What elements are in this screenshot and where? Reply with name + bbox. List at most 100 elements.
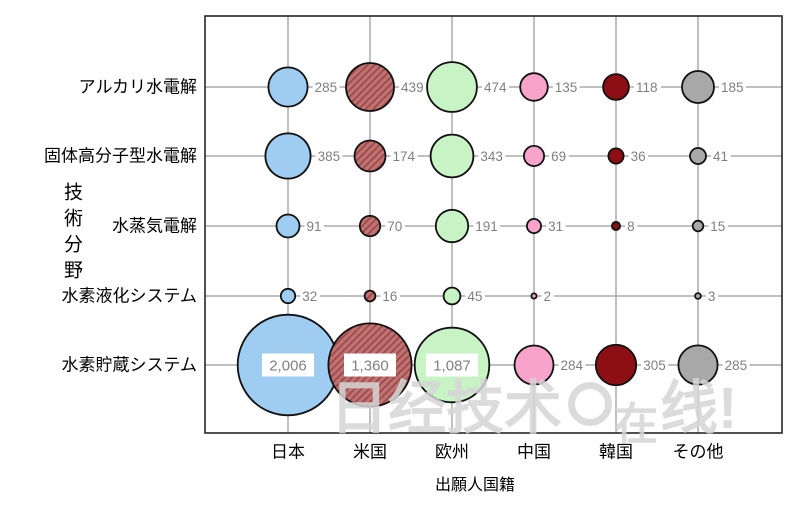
- value-label-r4-c1: 1,360: [351, 358, 389, 375]
- col-label-4: 韓国: [599, 443, 633, 462]
- value-box-r2-c0: [304, 218, 325, 234]
- value-box-r0-c4: [633, 79, 661, 95]
- bubble-r0-c0: [267, 66, 309, 108]
- value-box-r1-c2: [478, 148, 506, 164]
- value-label-r3-c3: 2: [544, 289, 552, 304]
- col-label-5: その他: [673, 443, 724, 462]
- bubble-r3-c2: [442, 286, 462, 306]
- col-label-2: 欧州: [435, 443, 469, 462]
- value-box-r4-c3: [558, 357, 586, 373]
- value-box-r0-c5: [718, 79, 746, 95]
- value-label-r4-c5: 285: [725, 358, 748, 373]
- col-label-3: 中国: [517, 443, 551, 462]
- value-label-r0-c4: 118: [636, 80, 658, 95]
- bubble-r1-c4: [607, 147, 625, 165]
- bubble-r3-c3: [530, 292, 538, 300]
- value-box-r3-c5: [705, 288, 719, 304]
- value-box-r1-c0: [315, 148, 343, 164]
- value-label-r2-c3: 31: [548, 219, 563, 234]
- value-label-r1-c1: 174: [393, 149, 416, 164]
- plot-border: [204, 15, 783, 434]
- col-label-1: 米国: [353, 443, 387, 462]
- value-box-r1-c1: [390, 148, 418, 164]
- row-label-0: アルカリ水電解: [79, 78, 197, 97]
- value-label-r0-c2: 474: [484, 80, 507, 95]
- value-label-r0-c5: 185: [721, 80, 744, 95]
- value-box-r3-c1: [380, 288, 400, 304]
- value-label-r3-c0: 32: [302, 289, 317, 304]
- value-box-r0-c3: [552, 79, 580, 95]
- bubble-r0-c5: [681, 70, 715, 104]
- value-box-r0-c0: [312, 79, 340, 95]
- row-label-4: 水素貯蔵システム: [62, 356, 198, 375]
- value-label-r4-c3: 284: [561, 358, 584, 373]
- bubble-r1-c3: [523, 144, 546, 167]
- bubble-r2-c1: [358, 214, 382, 238]
- row-label-2: 水蒸気電解: [112, 217, 197, 236]
- value-label-r3-c2: 45: [467, 289, 482, 304]
- value-box-r2-c5: [708, 218, 728, 234]
- bubble-r1-c2: [429, 133, 475, 179]
- bubble-r1-c0: [264, 132, 312, 180]
- value-box-r3-c0: [300, 288, 320, 304]
- value-label-r2-c5: 15: [710, 219, 725, 234]
- value-label-r0-c0: 285: [315, 80, 338, 95]
- value-box-r1-c4: [628, 148, 649, 164]
- value-label-r1-c4: 36: [631, 149, 646, 164]
- bubble-r2-c0: [275, 213, 301, 239]
- value-box-r2-c3: [546, 218, 566, 234]
- bubble-r3-c1: [363, 289, 377, 303]
- bubble-r4-c5: [677, 344, 719, 386]
- value-label-r2-c0: 91: [306, 219, 321, 234]
- value-label-r3-c1: 16: [382, 289, 397, 304]
- value-box-r2-c1: [385, 218, 405, 234]
- value-box-r4-c5: [722, 357, 750, 373]
- bubble-r2-c3: [526, 217, 543, 234]
- row-label-1: 固体高分子型水電解: [44, 147, 197, 166]
- bubble-r2-c5: [691, 219, 705, 233]
- col-label-0: 日本: [271, 443, 305, 462]
- value-box-r1-c5: [711, 148, 731, 164]
- value-label-r0-c3: 135: [555, 80, 578, 95]
- value-box-r4-c4: [641, 357, 669, 373]
- value-box-r0-c2: [481, 79, 509, 95]
- bubble-r0-c2: [426, 61, 478, 113]
- value-label-r1-c3: 69: [551, 149, 566, 164]
- value-label-r4-c0: 2,006: [269, 358, 307, 375]
- value-box-r3-c2: [465, 288, 485, 304]
- value-box-r2-c4: [625, 218, 638, 234]
- bubble-r2-c2: [434, 208, 470, 244]
- value-box-r2-c2: [473, 218, 501, 234]
- bubble-r0-c1: [345, 62, 395, 112]
- value-label-r2-c1: 70: [387, 219, 402, 234]
- value-box-r0-c1: [399, 79, 426, 95]
- bubble-r1-c5: [689, 147, 707, 165]
- bubble-r3-c5: [694, 292, 702, 300]
- bubble-r4-c4: [594, 343, 638, 387]
- bubble-r0-c3: [519, 72, 549, 102]
- value-label-r3-c5: 3: [708, 289, 716, 304]
- bubble-r3-c0: [279, 287, 297, 305]
- value-label-r4-c4: 305: [643, 358, 666, 373]
- bubble-r0-c4: [602, 73, 630, 101]
- value-label-r2-c2: 191: [475, 219, 498, 234]
- row-label-3: 水素液化システム: [62, 287, 198, 306]
- value-box-r4-c1: [344, 353, 396, 377]
- bubble-r4-c3: [513, 344, 555, 386]
- value-box-r1-c3: [549, 148, 569, 164]
- value-label-r0-c1: 439: [401, 80, 424, 95]
- value-label-r1-c0: 385: [318, 149, 341, 164]
- value-box-r4-c0: [262, 353, 314, 377]
- x-axis-title: 出願人国籍: [434, 477, 515, 494]
- value-label-r1-c2: 343: [480, 149, 503, 164]
- value-box-r3-c3: [541, 288, 554, 304]
- value-label-r2-c4: 8: [627, 219, 635, 234]
- value-box-r4-c2: [426, 353, 478, 377]
- y-axis-title: 技術分野: [61, 182, 82, 286]
- bubble-r2-c4: [611, 220, 622, 231]
- bubble-r1-c1: [353, 139, 387, 173]
- value-label-r4-c2: 1,087: [433, 358, 471, 375]
- value-label-r1-c5: 41: [713, 149, 728, 164]
